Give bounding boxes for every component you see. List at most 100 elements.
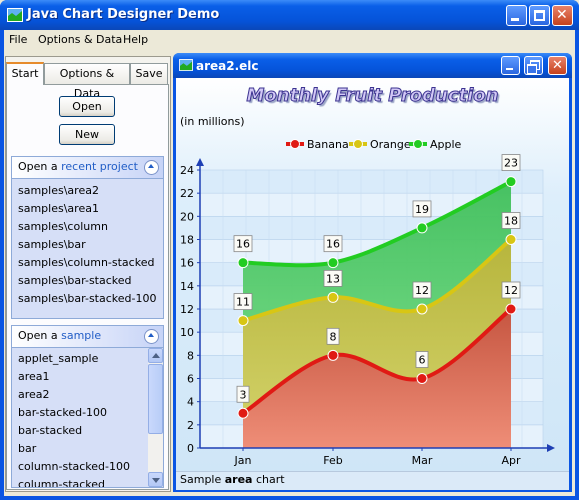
x-tick-label: Feb <box>323 454 342 467</box>
recent-item[interactable]: samples\area1 <box>18 202 99 215</box>
scroll-thumb[interactable] <box>148 364 163 434</box>
data-point <box>505 303 517 315</box>
title-bar[interactable] <box>0 0 579 30</box>
data-label-box <box>323 235 343 253</box>
data-label: 13 <box>326 272 340 285</box>
data-label-box <box>501 281 521 299</box>
y-tick-label: 12 <box>180 303 194 316</box>
data-label-box <box>233 293 253 310</box>
arrow-up-icon <box>152 353 160 358</box>
data-label: 3 <box>240 388 247 401</box>
legend-swatch-marker <box>290 139 300 149</box>
open-button[interactable]: Open <box>59 96 115 117</box>
x-tick-label: Apr <box>501 454 521 467</box>
recent-item[interactable]: samples\bar-stacked <box>18 274 132 287</box>
data-point <box>505 234 517 245</box>
sample-item[interactable]: bar-stacked-100 <box>18 406 108 419</box>
collapse-icon[interactable] <box>144 329 159 344</box>
sample-heading-link[interactable]: sample <box>61 329 102 342</box>
y-tick-label: 16 <box>180 257 194 270</box>
line-banana <box>241 307 513 416</box>
data-label-group: 12 <box>501 281 521 299</box>
data-label-group: 19 <box>412 200 432 218</box>
x-tick-label: Mar <box>412 454 433 467</box>
menu-file[interactable]: File <box>9 33 28 46</box>
sample-item[interactable]: column-stacked-100 <box>18 460 130 473</box>
data-label-box <box>236 385 250 403</box>
y-tick-label: 20 <box>180 210 194 223</box>
minimize-button[interactable] <box>506 5 527 26</box>
data-label: 6 <box>419 354 426 367</box>
collapse-icon[interactable] <box>144 160 159 175</box>
data-point <box>505 176 517 188</box>
menu-bar <box>4 30 575 50</box>
sample-item[interactable]: column-stacked <box>18 478 106 488</box>
recent-item[interactable]: samples\column <box>18 220 108 233</box>
sample-item[interactable]: bar <box>18 442 37 455</box>
data-label-box <box>233 235 253 253</box>
data-label-group: 23 <box>501 154 521 171</box>
area-banana <box>243 309 511 448</box>
menu-options-data[interactable]: Options & Data <box>38 33 123 46</box>
data-label-group: 11 <box>233 293 253 310</box>
data-label-box <box>501 212 521 229</box>
tab-options-data[interactable]: Options & Data <box>44 63 130 100</box>
data-label: 11 <box>236 296 250 309</box>
recent-item[interactable]: samples\area2 <box>18 184 99 197</box>
doc-restore-button[interactable] <box>524 56 543 75</box>
samples-header[interactable]: Open a sample <box>11 325 164 347</box>
scroll-down-icon[interactable] <box>148 472 163 487</box>
data-label-box <box>323 270 343 287</box>
recent-projects-list: samples\area2 samples\area1 samples\colu… <box>11 178 164 319</box>
recent-projects-header[interactable]: Open a recent project <box>11 156 164 178</box>
legend-swatch-marker <box>413 139 423 149</box>
data-label-box <box>326 327 340 345</box>
close-button[interactable]: ✕ <box>552 5 573 26</box>
data-label: 8 <box>330 330 337 343</box>
data-point <box>327 349 339 361</box>
samples-scrollbar[interactable] <box>148 348 163 487</box>
legend-label: Banana <box>307 138 349 151</box>
sample-item[interactable]: area2 <box>18 388 50 401</box>
data-label-box <box>412 200 432 218</box>
sample-item[interactable]: area1 <box>18 370 50 383</box>
data-label-group: 16 <box>323 235 343 253</box>
line-orange <box>241 237 513 323</box>
y-tick-label: 10 <box>180 326 194 339</box>
x-tick-label: Jan <box>234 454 252 467</box>
document-title: area2.elc <box>196 59 259 73</box>
data-label: 19 <box>415 203 429 216</box>
recent-item[interactable]: samples\column-stacked <box>18 256 155 269</box>
line-apple <box>241 179 513 268</box>
y-tick-label: 14 <box>180 280 194 293</box>
maximize-button[interactable] <box>529 5 550 26</box>
new-button[interactable]: New <box>59 124 115 145</box>
recent-heading-link[interactable]: recent project <box>61 160 138 173</box>
data-label: 16 <box>326 238 340 251</box>
close-icon: ✕ <box>556 7 568 23</box>
data-label-box <box>501 154 521 171</box>
sample-heading-prefix: Open a <box>18 329 62 342</box>
sample-item[interactable]: bar-stacked <box>18 424 83 437</box>
menu-help[interactable]: Help <box>123 33 149 46</box>
data-label: 12 <box>504 284 518 297</box>
doc-minimize-button[interactable] <box>501 56 520 75</box>
tab-save[interactable]: Save <box>130 63 168 84</box>
recent-item[interactable]: samples\bar <box>18 238 86 251</box>
data-point <box>237 407 249 419</box>
scroll-up-icon[interactable] <box>148 348 163 363</box>
doc-close-button[interactable]: ✕ <box>548 56 567 75</box>
status-suffix: chart <box>252 473 285 486</box>
data-point <box>237 257 249 269</box>
restore-icon-front <box>527 64 537 74</box>
data-label-group: 3 <box>236 385 250 403</box>
grid-band <box>199 169 544 194</box>
y-tick-label: 22 <box>180 187 194 200</box>
recent-item[interactable]: samples\bar-stacked-100 <box>18 292 157 305</box>
data-label: 12 <box>415 284 429 297</box>
sample-item[interactable]: applet_sample <box>18 352 99 365</box>
data-point <box>327 291 339 303</box>
tab-start[interactable]: Start <box>6 62 44 85</box>
chart-icon <box>179 59 193 71</box>
y-tick-label: 4 <box>187 396 194 409</box>
